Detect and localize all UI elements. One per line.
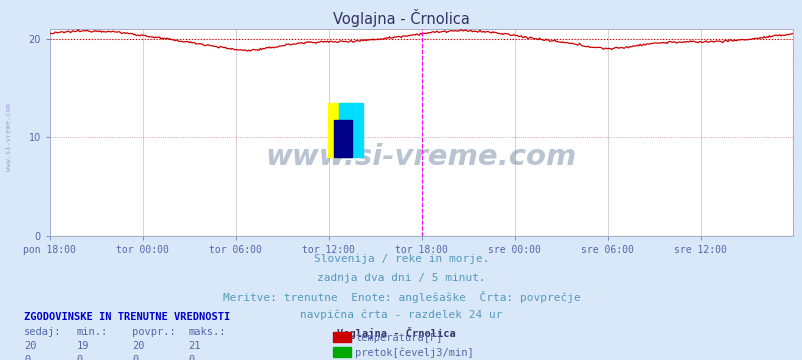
- Text: 0: 0: [132, 355, 139, 360]
- Bar: [339, 103, 363, 157]
- Text: Meritve: trenutne  Enote: anglešaške  Črta: povprečje: Meritve: trenutne Enote: anglešaške Črta…: [222, 291, 580, 303]
- Text: www.si-vreme.com: www.si-vreme.com: [265, 143, 576, 171]
- Text: sedaj:: sedaj:: [24, 327, 62, 337]
- Text: povpr.:: povpr.:: [132, 327, 176, 337]
- Text: zadnja dva dni / 5 minut.: zadnja dva dni / 5 minut.: [317, 273, 485, 283]
- Text: www.si-vreme.com: www.si-vreme.com: [6, 103, 12, 171]
- Text: Voglajna - Črnolica: Voglajna - Črnolica: [337, 327, 456, 338]
- Text: Voglajna - Črnolica: Voglajna - Črnolica: [333, 9, 469, 27]
- Text: navpična črta - razdelek 24 ur: navpična črta - razdelek 24 ur: [300, 310, 502, 320]
- Text: min.:: min.:: [76, 327, 107, 337]
- Text: Slovenija / reke in morje.: Slovenija / reke in morje.: [314, 254, 488, 264]
- Text: pretok[čevelj3/min]: pretok[čevelj3/min]: [354, 347, 473, 358]
- Text: 0: 0: [188, 355, 195, 360]
- Text: 0: 0: [76, 355, 83, 360]
- Text: 0: 0: [24, 355, 30, 360]
- Bar: [333, 120, 351, 157]
- Text: maks.:: maks.:: [188, 327, 226, 337]
- Text: 20: 20: [24, 341, 37, 351]
- Text: ZGODOVINSKE IN TRENUTNE VREDNOSTI: ZGODOVINSKE IN TRENUTNE VREDNOSTI: [24, 312, 230, 322]
- Text: 19: 19: [76, 341, 89, 351]
- Text: 21: 21: [188, 341, 201, 351]
- Text: temperatura[F]: temperatura[F]: [354, 333, 442, 343]
- Text: 20: 20: [132, 341, 145, 351]
- Bar: [328, 103, 351, 157]
